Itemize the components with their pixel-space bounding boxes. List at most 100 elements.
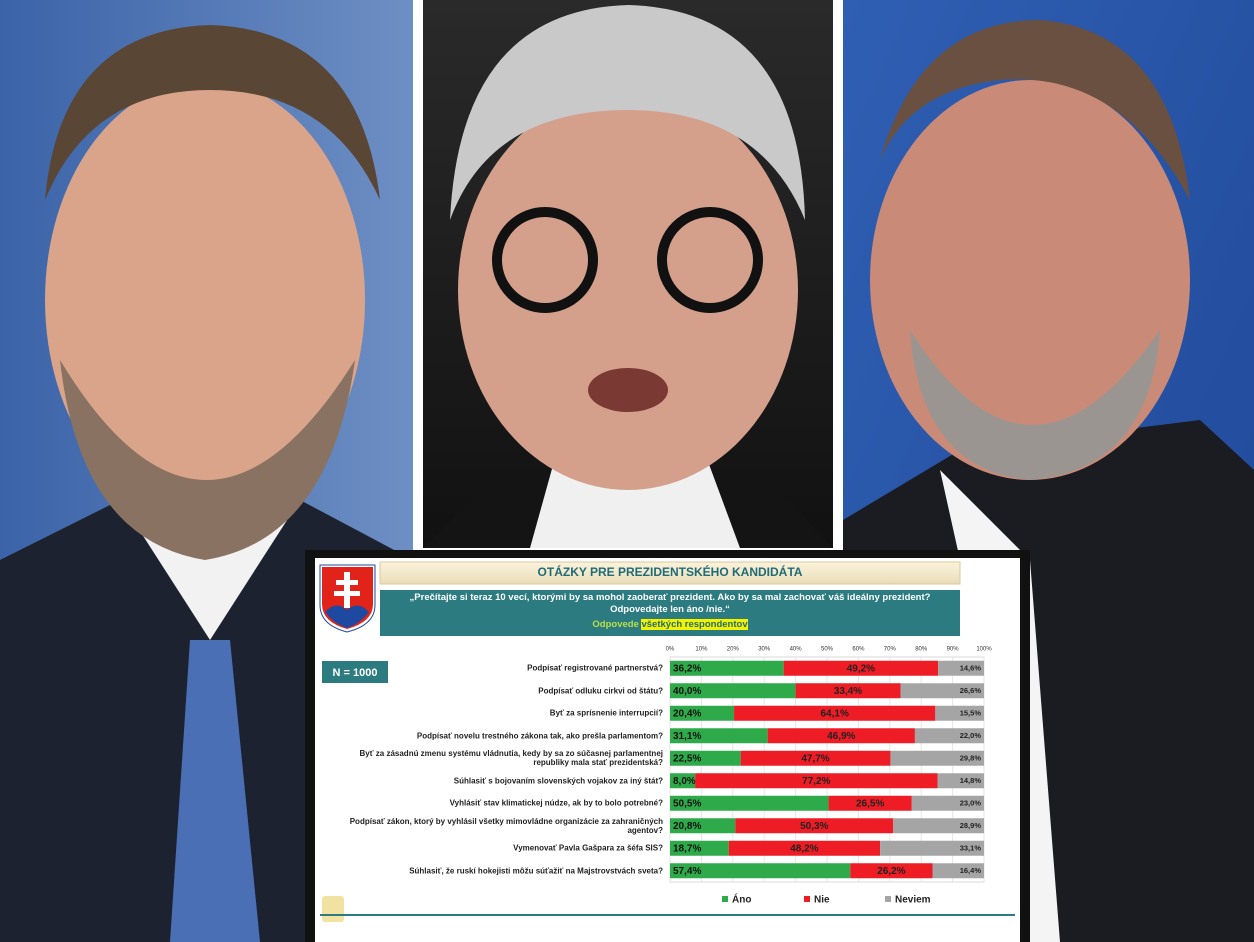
glasses	[492, 207, 598, 313]
title-banner	[379, 561, 961, 585]
value-label: 22,5%	[673, 753, 701, 764]
category-label: Súhlasiť, že ruskí hokejisti môžu súťaži…	[409, 866, 663, 876]
category-label: Podpísať zákon, ktorý by vyhlásil všetky…	[349, 816, 663, 835]
value-label: 50,5%	[673, 798, 701, 809]
bar-segment	[735, 818, 894, 834]
x-tick-label: 100%	[976, 647, 992, 653]
bar-segment	[783, 660, 939, 676]
chart-title: OTÁZKY PRE PREZIDENTSKÉHO KANDIDÁTA	[538, 564, 803, 579]
bar-segment	[670, 750, 741, 766]
value-label: 20,8%	[673, 821, 701, 832]
category-label: Vymenovať Pavla Gašpara za šéfa SIS?	[513, 843, 663, 853]
value-label: 26,5%	[856, 798, 884, 809]
value-label: 36,2%	[673, 663, 701, 674]
tie	[170, 640, 260, 942]
note-highlight: všetkých respondentov	[641, 619, 748, 630]
x-tick-label: 0%	[666, 647, 675, 653]
category-label: Podpísať registrované partnerstvá?	[527, 663, 663, 673]
sample-box	[322, 661, 388, 683]
hair	[450, 5, 805, 220]
value-label: 18,7%	[673, 843, 701, 854]
bar-segment	[938, 660, 984, 676]
bar-segment	[670, 683, 796, 699]
flag-cross	[334, 572, 360, 608]
value-label: 64,1%	[821, 708, 849, 719]
bar-segment	[893, 818, 984, 834]
value-label: 14,8%	[960, 776, 982, 785]
legend-label: Neviem	[895, 895, 931, 906]
legend-swatch	[804, 896, 810, 902]
x-tick-label: 60%	[852, 647, 865, 653]
beard	[60, 360, 355, 560]
x-tick-label: 30%	[758, 647, 771, 653]
value-label: 50,3%	[800, 821, 828, 832]
note: Odpovede všetkých respondentov	[385, 619, 955, 630]
value-label: 29,8%	[960, 754, 982, 763]
logo	[322, 896, 344, 922]
bar-segment	[670, 863, 851, 879]
value-label: 26,2%	[877, 866, 905, 877]
bar-segment	[670, 795, 829, 811]
value-label: 77,2%	[802, 776, 830, 787]
category-label: Byť za zásadnú zmenu systému vládnutia, …	[359, 749, 664, 768]
value-label: 49,2%	[847, 663, 875, 674]
bar-segment	[695, 773, 938, 789]
value-label: 26,6%	[960, 686, 982, 695]
bar-segment	[850, 863, 933, 879]
x-tick-label: 40%	[790, 647, 803, 653]
category-label: Vyhlásiť stav klimatickej núdze, ak by t…	[449, 798, 663, 808]
bar-segment	[670, 705, 735, 721]
sample-size: N = 1000	[333, 667, 378, 679]
flag-hills	[325, 605, 369, 628]
value-label: 8,0%	[673, 776, 696, 787]
legend-swatch	[885, 896, 891, 902]
value-label: 33,4%	[834, 686, 862, 697]
bar-segment	[900, 683, 984, 699]
value-label: 16,4%	[960, 866, 982, 875]
bar-segment	[828, 795, 912, 811]
bar-segment	[890, 750, 984, 766]
bar-segment	[670, 660, 784, 676]
note-prefix: Odpovede	[592, 619, 639, 630]
x-tick-label: 90%	[947, 647, 960, 653]
value-label: 28,9%	[960, 821, 982, 830]
bar-segment	[670, 773, 696, 789]
bar-segment	[935, 705, 984, 721]
value-label: 31,1%	[673, 731, 701, 742]
bar-segment	[670, 818, 736, 834]
value-label: 47,7%	[801, 753, 829, 764]
hair	[45, 25, 380, 200]
face	[870, 80, 1190, 480]
category-label: Byť za sprísnenie interrupcií?	[549, 708, 663, 718]
value-label: 14,6%	[960, 664, 982, 673]
value-label: 15,5%	[960, 709, 982, 718]
value-label: 33,1%	[960, 844, 982, 853]
legend-label: Áno	[732, 893, 751, 906]
bar-segment	[911, 795, 984, 811]
category-label: Súhlasiť s bojovaním slovenských vojakov…	[453, 776, 663, 786]
value-label: 40,0%	[673, 686, 701, 697]
bar-segment	[740, 750, 891, 766]
value-label: 22,0%	[960, 731, 982, 740]
bar-segment	[880, 840, 984, 856]
category-label: Podpísať novelu trestného zákona tak, ak…	[416, 731, 663, 741]
bar-segment	[670, 840, 729, 856]
bar-segment	[914, 728, 984, 744]
face	[458, 90, 798, 490]
bar-segment	[670, 728, 768, 744]
x-tick-label: 10%	[695, 647, 708, 653]
value-label: 20,4%	[673, 708, 701, 719]
bar-segment	[728, 840, 881, 856]
legend-label: Nie	[814, 895, 830, 906]
bar-segment	[937, 773, 984, 789]
x-tick-label: 20%	[727, 647, 740, 653]
value-label: 23,0%	[960, 799, 982, 808]
mouth	[588, 368, 668, 412]
beard	[910, 330, 1160, 480]
bar-segment	[932, 863, 984, 879]
x-tick-label: 50%	[821, 647, 834, 653]
legend-swatch	[722, 896, 728, 902]
